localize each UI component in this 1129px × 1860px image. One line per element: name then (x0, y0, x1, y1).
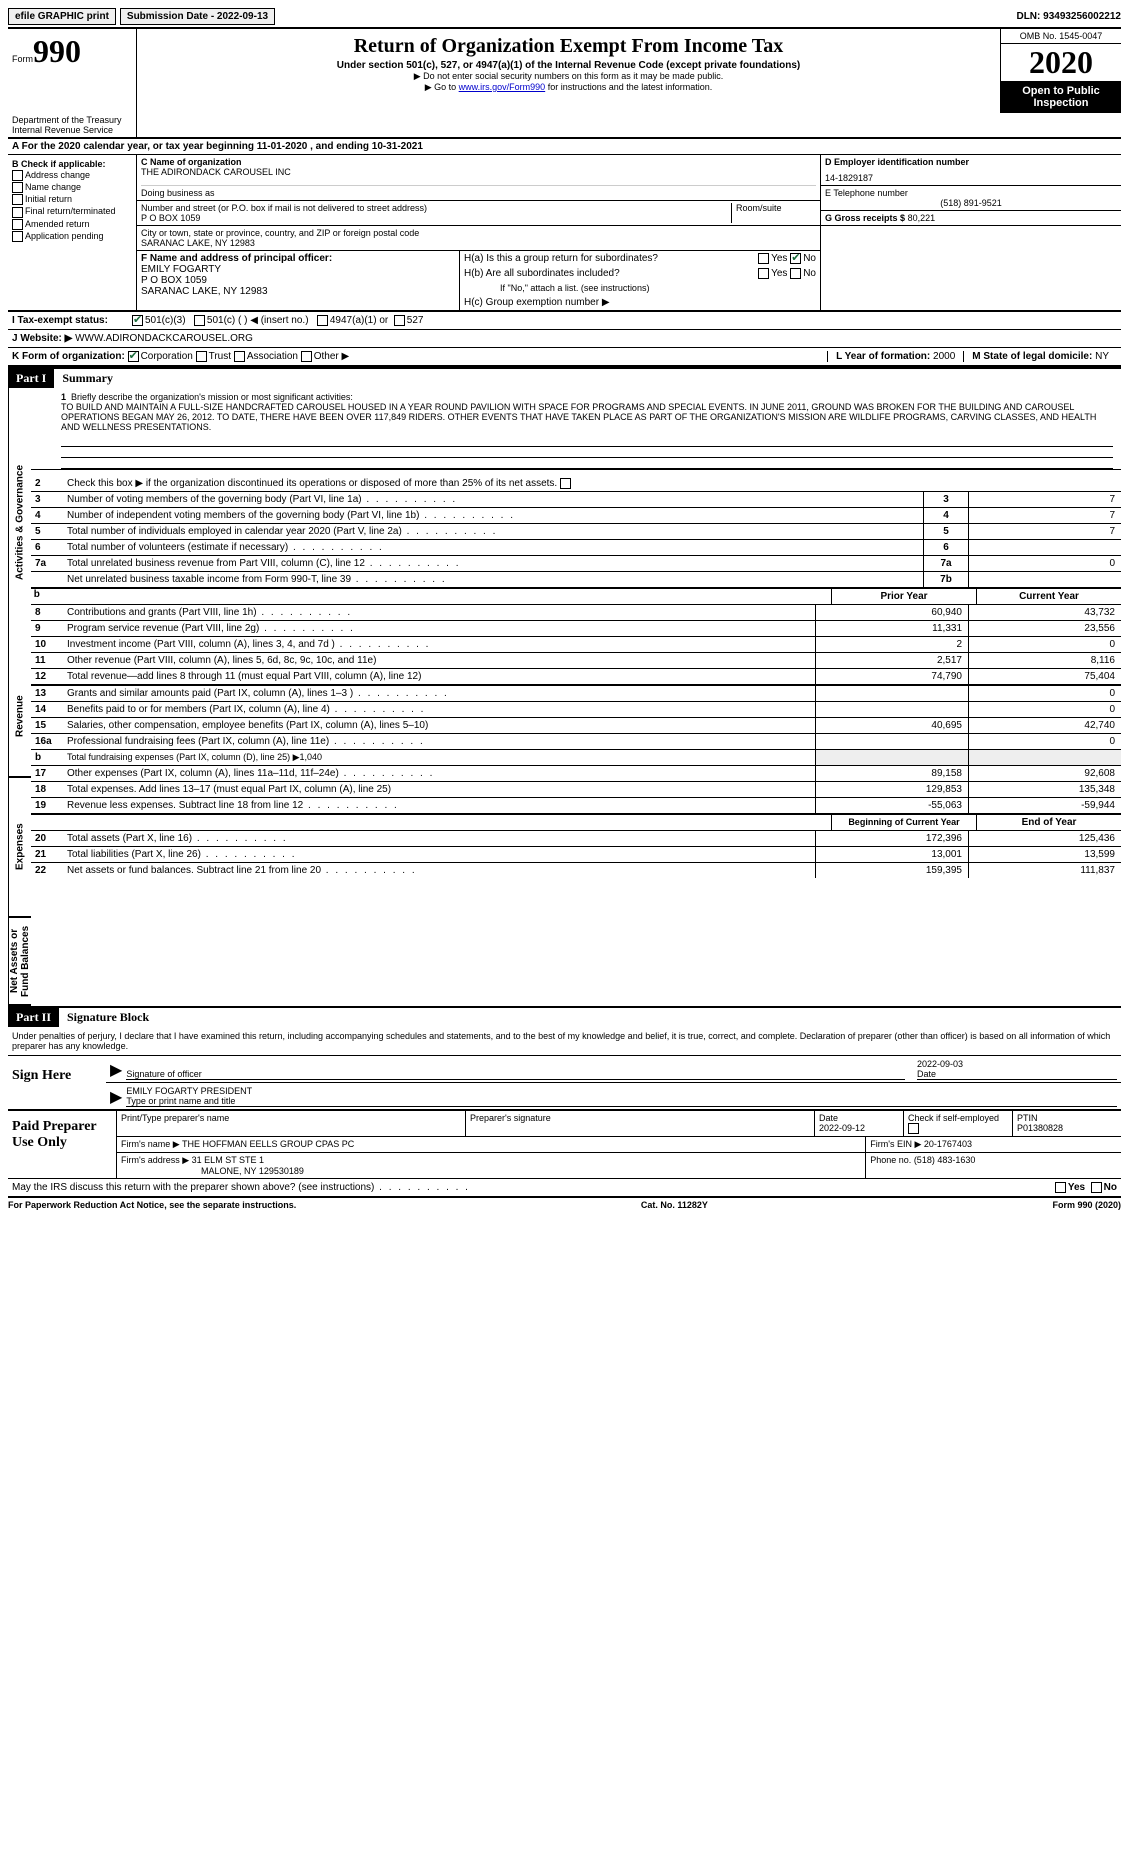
addr: P O BOX 1059 (141, 213, 731, 223)
org-name: THE ADIRONDACK CAROUSEL INC (141, 167, 816, 177)
h-b: H(b) Are all subordinates included? Yes … (460, 266, 820, 281)
form-number: 990 (33, 33, 81, 69)
dept-label: Department of the Treasury Internal Reve… (8, 113, 137, 137)
k-row: K Form of organization: Corporation Trus… (8, 348, 1121, 367)
side-governance: Activities & Governance (8, 388, 31, 656)
col-b: B Check if applicable: Address change Na… (8, 155, 137, 310)
blank-line (61, 458, 1113, 469)
org-name-cell: C Name of organization THE ADIRONDACK CA… (137, 155, 820, 201)
year-box: OMB No. 1545-0047 2020 Open to Public In… (1000, 29, 1121, 113)
h-a: H(a) Is this a group return for subordin… (460, 251, 820, 266)
addr-cell: Number and street (or P.O. box if mail i… (137, 201, 820, 226)
note2-pre: Go to (434, 82, 459, 92)
check-assoc[interactable] (234, 351, 245, 362)
form-label: Form (12, 54, 33, 64)
sign-block: Sign Here ▶ Signature of officer 2022-09… (8, 1056, 1121, 1110)
form-note-1: Do not enter social security numbers on … (141, 71, 996, 82)
submission-button[interactable]: Submission Date - 2022-09-13 (120, 8, 275, 25)
title-box: Return of Organization Exempt From Incom… (137, 29, 1000, 113)
preparer-block: Paid Preparer Use Only Print/Type prepar… (8, 1110, 1121, 1179)
dln-text: DLN: 93493256002212 (1016, 11, 1121, 22)
ein-cell: D Employer identification number 14-1829… (821, 155, 1121, 186)
summary-body: 1 Briefly describe the organization's mi… (31, 388, 1121, 1006)
check-address[interactable] (12, 170, 23, 181)
blank-line (61, 436, 1113, 447)
summary-table: Activities & Governance Revenue Expenses… (8, 388, 1121, 1006)
website: WWW.ADIRONDACKCAROUSEL.ORG (75, 333, 253, 344)
form-number-box: Form990 (8, 29, 137, 113)
discuss-yes[interactable] (1055, 1182, 1066, 1193)
side-revenue: Revenue (8, 656, 31, 778)
city-cell: City or town, state or province, country… (137, 226, 820, 251)
blank-line (61, 447, 1113, 458)
check-self-employed[interactable] (908, 1123, 919, 1134)
h-c: H(c) Group exemption number ▶ (460, 295, 820, 310)
check-other[interactable] (301, 351, 312, 362)
penalties-text: Under penalties of perjury, I declare th… (8, 1027, 1121, 1056)
discuss-row: May the IRS discuss this return with the… (8, 1179, 1121, 1196)
b-header: B Check if applicable: (12, 159, 132, 169)
note2-post: for instructions and the latest informat… (545, 82, 712, 92)
website-row: J Website: ▶ WWW.ADIRONDACKCAROUSEL.ORG (8, 330, 1121, 348)
footer-right: Form 990 (2020) (1052, 1200, 1121, 1210)
ha-yes[interactable] (758, 253, 769, 264)
footer: For Paperwork Reduction Act Notice, see … (8, 1196, 1121, 1212)
tax-exempt-row: I Tax-exempt status: 501(c)(3) 501(c) ( … (8, 312, 1121, 330)
gross-receipts: 80,221 (908, 213, 936, 223)
arrow-icon: ▶ (110, 1087, 122, 1107)
inspection-label: Open to Public Inspection (1001, 81, 1121, 113)
officer-cell: F Name and address of principal officer:… (137, 251, 460, 310)
form-header-row: Form990 Return of Organization Exempt Fr… (8, 27, 1121, 113)
officer-name: EMILY FOGARTY PRESIDENT (126, 1086, 1117, 1096)
form-title: Return of Organization Exempt From Incom… (141, 35, 996, 58)
check-501c[interactable] (194, 315, 205, 326)
omb-number: OMB No. 1545-0047 (1001, 29, 1121, 44)
row-a: A For the 2020 calendar year, or tax yea… (8, 138, 1121, 155)
part-1-header: Part I Summary (8, 367, 1121, 388)
check-corp[interactable] (128, 351, 139, 362)
check-initial[interactable] (12, 194, 23, 205)
side-net: Net Assets or Fund Balances (8, 918, 31, 1006)
sign-here-label: Sign Here (8, 1056, 106, 1109)
header-bar: efile GRAPHIC print Submission Date - 20… (8, 8, 1121, 25)
phone: (518) 891-9521 (825, 198, 1117, 208)
mission-text: TO BUILD AND MAINTAIN A FULL-SIZE HANDCR… (61, 402, 1096, 432)
room-label: Room/suite (731, 203, 816, 223)
ein: 14-1829187 (825, 173, 1117, 183)
check-501c3[interactable] (132, 315, 143, 326)
arrow-icon: ▶ (110, 1060, 122, 1080)
ha-no[interactable] (790, 253, 801, 264)
check-trust[interactable] (196, 351, 207, 362)
city: SARANAC LAKE, NY 12983 (141, 238, 816, 248)
col-mid: C Name of organization THE ADIRONDACK CA… (137, 155, 820, 310)
irs-link[interactable]: www.irs.gov/Form990 (459, 82, 546, 92)
check-4947[interactable] (317, 315, 328, 326)
check-pending[interactable] (12, 231, 23, 242)
part-2-header: Part II Signature Block (8, 1006, 1121, 1027)
check-final[interactable] (12, 207, 23, 218)
dept-row: Department of the Treasury Internal Reve… (8, 113, 1121, 138)
gross-cell: G Gross receipts $ 80,221 (821, 211, 1121, 226)
main-grid: B Check if applicable: Address change Na… (8, 155, 1121, 312)
phone-cell: E Telephone number (518) 891-9521 (821, 186, 1121, 211)
col-right: D Employer identification number 14-1829… (820, 155, 1121, 310)
hb-no[interactable] (790, 268, 801, 279)
dba-label: Doing business as (141, 185, 816, 198)
form-subtitle: Under section 501(c), 527, or 4947(a)(1)… (141, 60, 996, 71)
side-expenses: Expenses (8, 778, 31, 918)
line-1: 1 Briefly describe the organization's mi… (31, 388, 1121, 436)
efile-button[interactable]: efile GRAPHIC print (8, 8, 116, 25)
hb-yes[interactable] (758, 268, 769, 279)
discuss-no[interactable] (1091, 1182, 1102, 1193)
check-527[interactable] (394, 315, 405, 326)
footer-left: For Paperwork Reduction Act Notice, see … (8, 1200, 296, 1210)
tax-year: 2020 (1001, 44, 1121, 81)
check-discontinued[interactable] (560, 478, 571, 489)
check-amended[interactable] (12, 219, 23, 230)
footer-mid: Cat. No. 11282Y (296, 1200, 1052, 1210)
paid-preparer-label: Paid Preparer Use Only (8, 1111, 117, 1178)
check-name[interactable] (12, 182, 23, 193)
